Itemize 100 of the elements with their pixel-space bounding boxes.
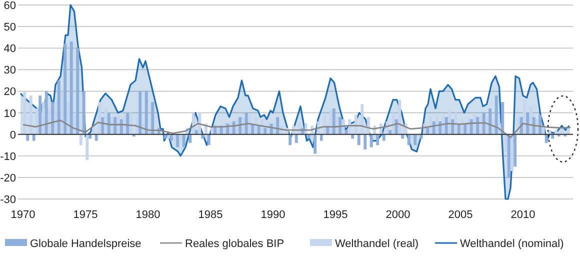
bar [492, 119, 495, 134]
bar [288, 134, 292, 146]
bar [60, 91, 64, 134]
bar [38, 96, 42, 134]
bar [332, 108, 336, 134]
bar [107, 112, 110, 134]
bar [470, 119, 473, 134]
y-tick-label: 30 [4, 64, 16, 77]
bar [344, 130, 348, 134]
bar [532, 117, 536, 134]
y-tick-label: 10 [4, 108, 16, 120]
bar [451, 119, 454, 134]
bar [86, 134, 89, 160]
bar [560, 130, 564, 134]
y-tick-label: 0 [10, 129, 16, 142]
bar [173, 134, 176, 141]
x-tick-label: 1970 [10, 209, 36, 221]
bar [32, 134, 36, 141]
bar [192, 112, 195, 134]
bar [536, 119, 539, 134]
x-tick-label: 2005 [448, 209, 473, 221]
bar [242, 117, 245, 134]
bar [442, 114, 445, 134]
bar [329, 110, 332, 134]
bar [338, 117, 342, 134]
bar [566, 128, 570, 134]
bar [529, 106, 532, 134]
bar [138, 91, 142, 134]
line-series [22, 120, 572, 138]
bar [394, 119, 398, 134]
x-tick-label: 1985 [198, 209, 223, 221]
bar [276, 117, 280, 134]
bar [473, 114, 476, 134]
bar [538, 114, 542, 134]
y-tick-label: 60 [4, 0, 16, 12]
bar [170, 134, 173, 141]
bar [36, 108, 39, 134]
bar [510, 134, 514, 171]
bar [360, 104, 364, 134]
bar [476, 117, 480, 134]
bar [182, 134, 186, 148]
bar [407, 134, 410, 146]
bar [136, 117, 139, 134]
y-tick-label: -30 [0, 194, 16, 206]
x-tick-label: 2000 [386, 209, 410, 221]
bar [66, 102, 70, 134]
bar [44, 91, 48, 134]
bar [294, 134, 298, 143]
bar [57, 80, 60, 134]
y-tick-label: -10 [0, 150, 16, 163]
bar [323, 114, 326, 134]
bar [342, 119, 345, 134]
bar [507, 134, 510, 178]
bar [238, 117, 242, 134]
bar [544, 134, 548, 143]
bar [144, 91, 148, 134]
y-tick-label: 50 [4, 22, 16, 34]
legend-label: Globale Handelspreise [30, 238, 142, 250]
bar [426, 128, 430, 134]
bar [448, 110, 452, 134]
bar [366, 117, 370, 134]
bar [194, 130, 198, 134]
bar [42, 102, 45, 134]
bar [429, 117, 432, 134]
bar [129, 112, 132, 134]
x-tick-label: 1975 [73, 209, 98, 221]
bar [370, 134, 373, 148]
bar [248, 114, 252, 134]
bar [26, 134, 30, 141]
bar [454, 112, 458, 134]
bar [244, 112, 248, 134]
bar [392, 112, 395, 134]
bar [101, 117, 104, 134]
bar [23, 91, 26, 134]
bar [554, 130, 558, 134]
bar [314, 134, 317, 154]
bar [198, 112, 202, 134]
bar [264, 128, 267, 134]
bar [29, 96, 32, 134]
bar [486, 117, 489, 134]
bar [382, 134, 386, 141]
bar [254, 117, 258, 134]
bar [388, 130, 392, 134]
bar [73, 112, 76, 134]
bar [466, 117, 470, 134]
bar [526, 112, 530, 134]
bar [460, 119, 464, 134]
bar [48, 108, 52, 134]
bar [488, 108, 492, 134]
bar [336, 117, 339, 134]
legend-label: Welthandel (nominal) [460, 238, 564, 250]
bar [110, 117, 114, 134]
bar [501, 102, 504, 134]
bar [236, 119, 239, 134]
bar [104, 108, 108, 134]
bar [94, 134, 98, 141]
y-tick-label: -20 [0, 172, 16, 184]
bar [210, 128, 214, 134]
y-tick-label: 40 [4, 43, 16, 56]
bar [76, 48, 80, 134]
